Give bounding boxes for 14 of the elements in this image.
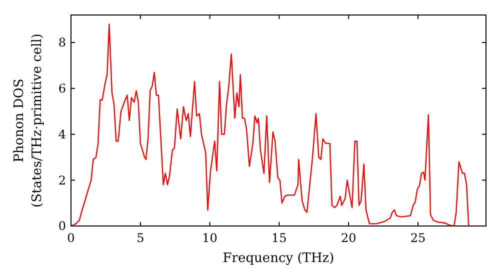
x-tick-label: 20 bbox=[340, 231, 356, 245]
x-tick-label: 10 bbox=[202, 231, 218, 245]
y-tick-label: 0 bbox=[58, 219, 66, 234]
y-tick-label: 8 bbox=[58, 36, 66, 50]
y-axis-title: Phonon DOS (States/THz·primitive cell) bbox=[12, 33, 45, 208]
x-tick-label: 25 bbox=[410, 231, 426, 245]
line-series bbox=[71, 24, 470, 226]
x-tick-label: 0 bbox=[67, 231, 75, 245]
x-tick-label: 15 bbox=[272, 231, 287, 245]
y-tick-label: 2 bbox=[58, 173, 66, 188]
x-axis-title: Frequency (THz) bbox=[222, 251, 334, 266]
y-tick-label: 4 bbox=[58, 127, 66, 142]
y-tick-label: 6 bbox=[58, 82, 66, 96]
x-tick-label: 5 bbox=[136, 231, 144, 245]
